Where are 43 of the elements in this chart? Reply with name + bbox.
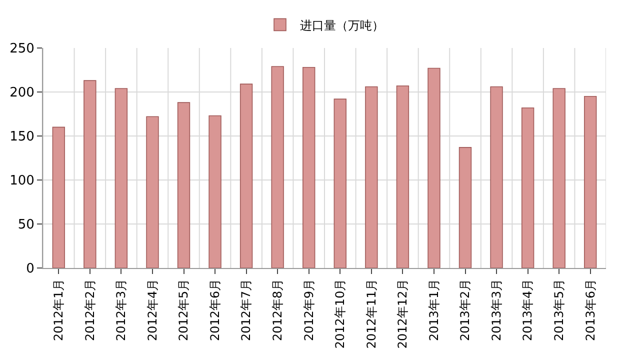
x-tick-label: 2012年9月: [302, 278, 316, 341]
x-tick-label: 2013年5月: [552, 278, 566, 341]
x-tick-label: 2012年6月: [208, 278, 222, 341]
bar: [521, 107, 534, 268]
bar: [396, 85, 410, 268]
bar: [458, 147, 472, 268]
x-tick-label: 2012年12月: [396, 278, 410, 349]
x-tick-label: 2013年2月: [458, 278, 472, 341]
x-tick-label: 2012年1月: [52, 278, 66, 341]
bar: [428, 68, 440, 268]
bar: [365, 86, 378, 268]
y-tick-label: 150: [10, 130, 34, 145]
bar: [146, 116, 159, 268]
x-tick-label: 2013年4月: [520, 278, 535, 341]
bar: [552, 88, 566, 268]
x-tick-label: 2012年8月: [270, 278, 284, 341]
x-tick-label: 2012年3月: [114, 278, 128, 341]
y-tick-label: 0: [26, 262, 34, 277]
bar: [271, 66, 284, 268]
legend-label: 进口量（万吨）: [300, 18, 384, 32]
x-tick-label: 2012年4月: [145, 278, 160, 341]
x-tick-label: 2013年3月: [489, 278, 504, 341]
bar: [334, 98, 346, 268]
bar: [177, 102, 190, 268]
x-tick-label: 2012年5月: [176, 278, 191, 341]
y-tick-label: 200: [10, 86, 34, 101]
bar: [240, 84, 253, 268]
x-tick-label: 2012年10月: [333, 278, 348, 349]
bar: [84, 80, 96, 268]
x-tick-label: 2012年2月: [82, 278, 97, 341]
x-tick-label: 2013年1月: [426, 278, 441, 341]
bar: [302, 66, 316, 268]
bar: [52, 126, 65, 268]
y-tick-label: 50: [18, 218, 34, 233]
y-tick-label: 250: [10, 42, 34, 57]
bar: [114, 88, 128, 268]
x-tick-label: 2012年11月: [364, 278, 378, 349]
bar: [490, 86, 503, 268]
y-tick-label: 100: [10, 174, 34, 189]
bar: [208, 115, 222, 268]
x-tick-label: 2012年7月: [239, 278, 254, 341]
x-tick-label: 2013年6月: [583, 278, 598, 341]
bar: [584, 96, 597, 268]
